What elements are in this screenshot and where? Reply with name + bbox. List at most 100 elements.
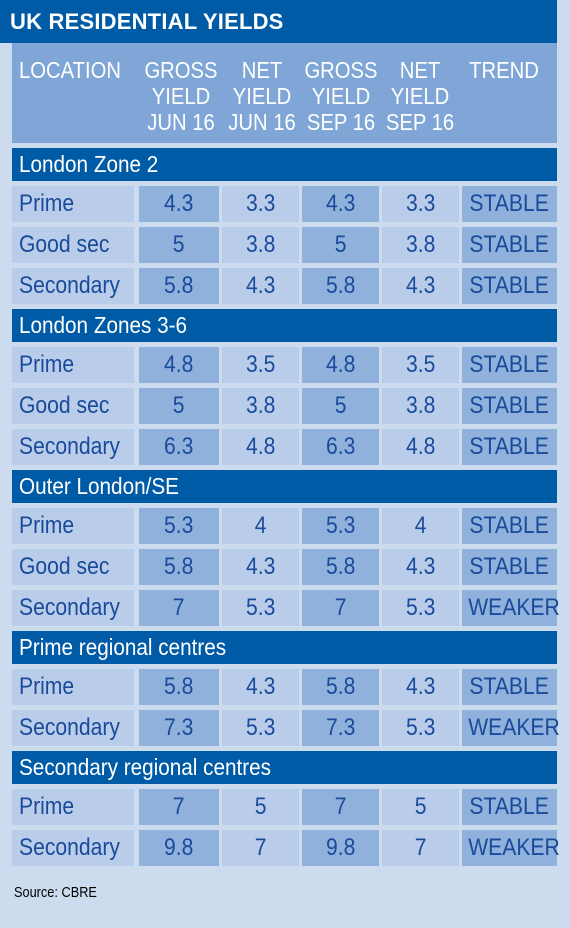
yield-value: 3.8 [222,227,299,263]
yield-value: 7.3 [139,710,219,746]
yield-value: 4.8 [139,347,219,383]
yield-value: 5 [382,789,459,825]
group-header: London Zones 3-6 [12,309,557,342]
yield-value: 5 [302,388,379,424]
column-header-3: GROSS YIELD SEP 16 [304,57,378,135]
yield-value: 5.3 [382,590,459,626]
group-header: London Zone 2 [12,148,557,181]
table-row: Prime 5.8 4.3 5.8 4.3 STABLE [12,669,557,705]
table-row: Prime 5.3 4 5.3 4 STABLE [12,508,557,544]
yield-value: 5.8 [302,268,379,304]
yield-value: 5.3 [222,710,299,746]
yield-value: 4.3 [382,549,459,585]
row-location: Secondary [12,710,134,746]
yield-value: 4 [382,508,459,544]
row-location: Good sec [12,549,134,585]
column-header-1: GROSS YIELD JUN 16 [144,57,218,135]
row-location: Prime [12,508,134,544]
yield-value: 5.8 [139,669,219,705]
row-trend: STABLE [462,186,557,222]
yield-value: 4.3 [139,186,219,222]
table-row: Prime 7 5 7 5 STABLE [12,789,557,825]
yield-value: 5.3 [139,508,219,544]
row-location: Secondary [12,268,134,304]
row-location: Good sec [12,227,134,263]
yield-value: 4.8 [222,429,299,465]
yield-value: 5.8 [139,549,219,585]
row-trend: STABLE [462,789,557,825]
yield-value: 7.3 [302,710,379,746]
yield-value: 7 [302,590,379,626]
row-trend: STABLE [462,508,557,544]
yield-value: 4 [222,508,299,544]
row-trend: STABLE [462,268,557,304]
table-title: UK RESIDENTIAL YIELDS [0,0,557,43]
table-row: Secondary 5.8 4.3 5.8 4.3 STABLE [12,268,557,304]
yield-value: 9.8 [302,830,379,866]
yield-value: 3.5 [382,347,459,383]
column-header-4: NET YIELD SEP 16 [385,57,455,135]
column-header-row: LOCATION GROSS YIELD JUN 16 NET YIELD JUN … [12,43,557,143]
source-note: Source: CBRE [14,884,97,901]
yield-value: 5.8 [302,549,379,585]
yield-value: 9.8 [139,830,219,866]
table-row: Prime 4.8 3.5 4.8 3.5 STABLE [12,347,557,383]
yield-value: 7 [382,830,459,866]
row-trend: STABLE [462,549,557,585]
yield-value: 4.3 [382,669,459,705]
row-location: Prime [12,347,134,383]
yield-value: 5 [222,789,299,825]
row-location: Prime [12,789,134,825]
yield-value: 5.8 [302,669,379,705]
row-trend: WEAKER [462,710,560,746]
yield-value: 4.3 [222,268,299,304]
row-location: Secondary [12,590,134,626]
table-row: Secondary 7 5.3 7 5.3 WEAKER [12,590,560,626]
yield-value: 4.3 [222,549,299,585]
row-trend: STABLE [462,347,557,383]
yield-value: 3.8 [382,227,459,263]
group-header: Secondary regional centres [12,751,557,784]
yield-value: 4.8 [382,429,459,465]
yield-value: 5.3 [222,590,299,626]
yield-value: 5.3 [302,508,379,544]
yield-value: 5.3 [382,710,459,746]
table-row: Secondary 6.3 4.8 6.3 4.8 STABLE [12,429,557,465]
row-trend: STABLE [462,388,557,424]
row-trend: WEAKER [462,590,560,626]
row-trend: WEAKER [462,830,560,866]
yield-value: 7 [139,590,219,626]
yield-value: 6.3 [302,429,379,465]
yield-value: 3.3 [382,186,459,222]
table-row: Good sec 5 3.8 5 3.8 STABLE [12,388,557,424]
group-header: Outer London/SE [12,470,557,503]
yield-value: 3.8 [222,388,299,424]
yield-value: 4.3 [222,669,299,705]
row-location: Prime [12,186,134,222]
yield-value: 5 [139,388,219,424]
yield-value: 5.8 [139,268,219,304]
yield-value: 7 [302,789,379,825]
yield-value: 4.3 [302,186,379,222]
table-row: Good sec 5 3.8 5 3.8 STABLE [12,227,557,263]
row-trend: STABLE [462,429,557,465]
yield-value: 3.3 [222,186,299,222]
column-header-5: TREND [469,57,539,83]
yield-value: 4.3 [382,268,459,304]
yield-value: 6.3 [139,429,219,465]
group-header: Prime regional centres [12,631,557,664]
yield-value: 4.8 [302,347,379,383]
yield-value: 3.5 [222,347,299,383]
row-trend: STABLE [462,227,557,263]
table-row: Secondary 7.3 5.3 7.3 5.3 WEAKER [12,710,560,746]
column-header-0: LOCATION [19,57,121,83]
yield-value: 7 [222,830,299,866]
row-location: Good sec [12,388,134,424]
yield-value: 7 [139,789,219,825]
row-location: Secondary [12,830,134,866]
row-trend: STABLE [462,669,557,705]
table-row: Good sec 5.8 4.3 5.8 4.3 STABLE [12,549,557,585]
row-location: Prime [12,669,134,705]
column-header-2: NET YIELD JUN 16 [228,57,296,135]
row-location: Secondary [12,429,134,465]
